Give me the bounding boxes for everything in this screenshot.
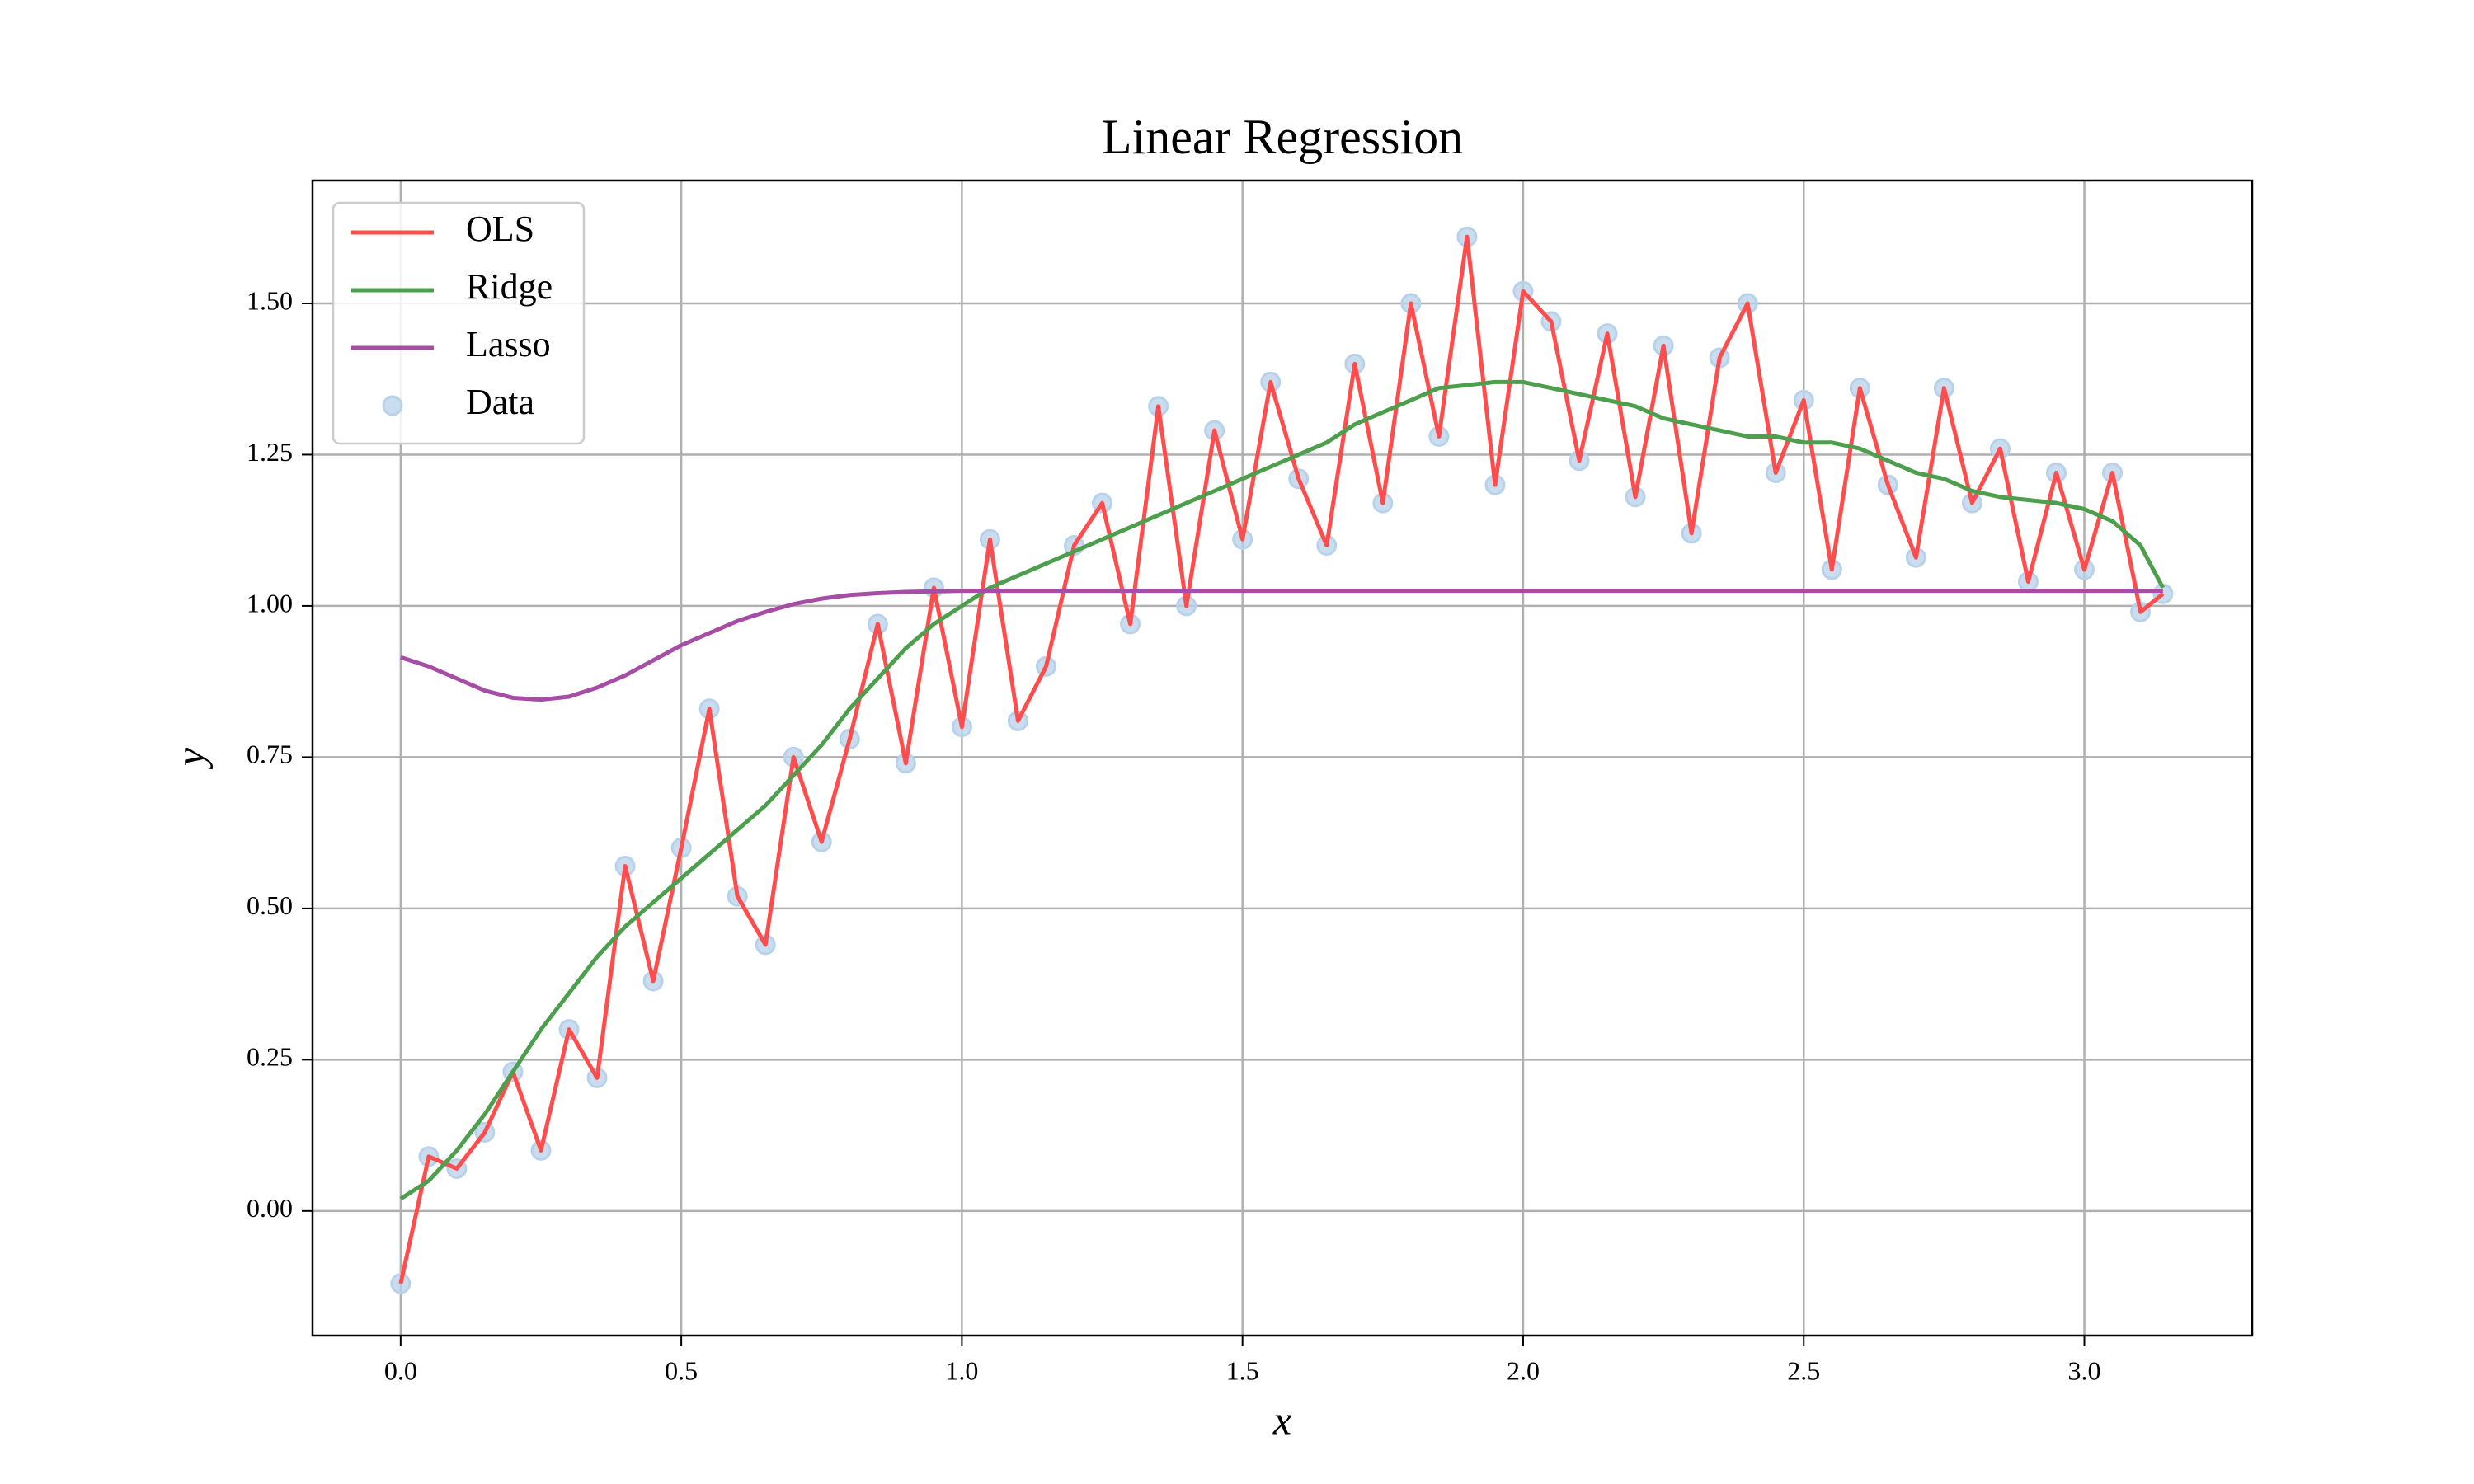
legend-label: Lasso [466,324,551,364]
y-tick-label: 0.00 [247,1193,293,1223]
y-tick-label: 0.75 [247,740,293,769]
y-axis-label: y [167,747,213,770]
x-tick-label: 0.5 [665,1355,698,1385]
x-tick-label: 1.0 [945,1355,978,1385]
y-tick-label: 0.50 [247,890,293,920]
chart-title: Linear Regression [1102,110,1463,164]
y-tick-label: 0.25 [247,1042,293,1072]
series-line [399,379,2165,1201]
x-tick-label: 1.5 [1226,1355,1259,1385]
x-axis-label: x [1272,1397,1291,1443]
legend-label: Data [466,382,534,422]
plot-frame [311,179,2254,1337]
x-tick-label: 0.0 [384,1355,417,1385]
x-tick-label: 2.0 [1507,1355,1540,1385]
series-line [400,589,2163,702]
y-tick-label: 1.50 [247,285,293,315]
legend-marker [382,395,403,416]
series-line [398,234,2165,1284]
x-tick-label: 2.5 [1787,1355,1820,1385]
y-tick-label: 1.25 [247,437,293,467]
legend-label: Ridge [466,266,553,307]
y-tick-label: 1.00 [247,588,293,618]
legend-box [332,201,586,445]
legend-label: OLS [466,209,534,249]
x-tick-label: 3.0 [2068,1355,2101,1385]
